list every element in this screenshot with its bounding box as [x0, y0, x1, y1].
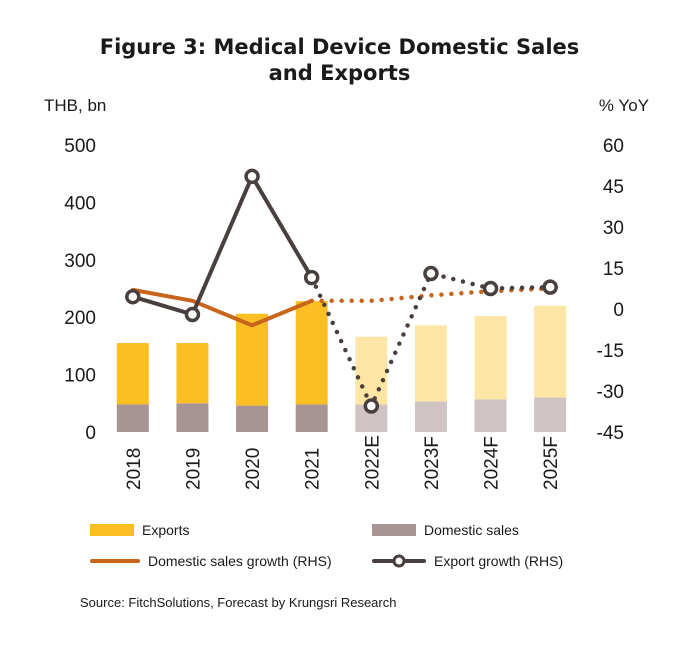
exports-bar [534, 305, 567, 398]
category-label: 2024F [482, 436, 503, 490]
category-label: 2025F [541, 436, 562, 490]
legend-exports-label: Exports [142, 522, 190, 538]
legend-domestic-growth: Domestic sales growth (RHS) [90, 553, 332, 569]
domestic-sales-bar [414, 401, 447, 432]
exports-bar [474, 316, 507, 400]
right-tick-label: 15 [603, 259, 624, 280]
domestic-growth-forecast-line [309, 286, 553, 304]
export-growth-point [363, 398, 380, 414]
exports-bar [116, 343, 149, 405]
left-tick-label: 200 [64, 308, 96, 329]
domestic-sales-bar [534, 397, 567, 432]
left-tick-label: 300 [64, 251, 96, 272]
domestic-growth-line [130, 287, 314, 328]
export-growth-point [125, 288, 141, 305]
export-growth-line [130, 174, 314, 317]
export-growth-point [542, 279, 558, 295]
legend-domestic: Domestic sales [372, 522, 519, 538]
legend-domestic-growth-label: Domestic sales growth (RHS) [148, 553, 332, 569]
category-label: 2022E [362, 435, 383, 490]
exports-bar [414, 325, 447, 402]
exports-bar [236, 313, 269, 406]
export-growth-point [303, 269, 320, 286]
category-label: 2019 [183, 448, 204, 490]
domestic-sales-bar [176, 403, 209, 432]
right-tick-label: -15 [597, 341, 624, 362]
category-label: 2018 [124, 448, 145, 490]
right-tick-label: -45 [597, 423, 624, 444]
export-growth-point [482, 280, 499, 297]
right-tick-label: -30 [597, 382, 624, 403]
right-tick-label: 30 [603, 218, 624, 239]
export-growth-point [423, 265, 439, 282]
export-growth-forecast-line [309, 271, 553, 409]
category-label: 2023F [422, 436, 443, 490]
chart-title: Figure 3: Medical Device Domestic Sales … [0, 34, 679, 86]
export-growth-point [244, 168, 260, 185]
left-tick-label: 0 [85, 423, 96, 444]
category-label: 2021 [303, 448, 324, 490]
source-note: Source: FitchSolutions, Forecast by Krun… [80, 595, 397, 610]
exports-bar [176, 343, 209, 404]
right-tick-label: 0 [613, 300, 624, 321]
right-tick-label: 60 [603, 136, 624, 157]
domestic-sales-bar [295, 404, 328, 432]
legend-exports: Exports [90, 522, 189, 538]
exports-bar [355, 336, 388, 405]
exports-bar [295, 301, 328, 405]
chart-plot: 0 100 200 300 400 500 -45 -30 -15 0 15 30 45 60 2018 20… [64, 136, 624, 490]
legend-domestic-swatch [372, 524, 416, 536]
domestic-sales-bar [236, 405, 269, 432]
export-growth-point [184, 306, 201, 323]
legend-export-growth-swatch [372, 554, 426, 568]
domestic-sales-bar [474, 399, 507, 432]
left-tick-label: 500 [64, 136, 96, 157]
right-tick-label: 45 [603, 177, 624, 198]
left-axis-label: THB, bn [44, 96, 107, 115]
left-tick-label: 100 [64, 366, 96, 387]
legend-export-growth-label: Export growth (RHS) [434, 553, 564, 569]
chart-title-line2: and Exports [268, 61, 411, 85]
legend-export-growth: Export growth (RHS) [372, 553, 563, 569]
legend-domestic-growth-swatch [90, 559, 140, 563]
legend-domestic-label: Domestic sales [424, 522, 519, 538]
legend-exports-swatch [90, 524, 134, 536]
left-tick-label: 400 [64, 193, 96, 214]
right-axis-label: % YoY [598, 96, 649, 115]
category-label: 2020 [243, 448, 264, 490]
chart-title-line1: Figure 3: Medical Device Domestic Sales [99, 35, 580, 59]
domestic-sales-bar [116, 404, 149, 432]
